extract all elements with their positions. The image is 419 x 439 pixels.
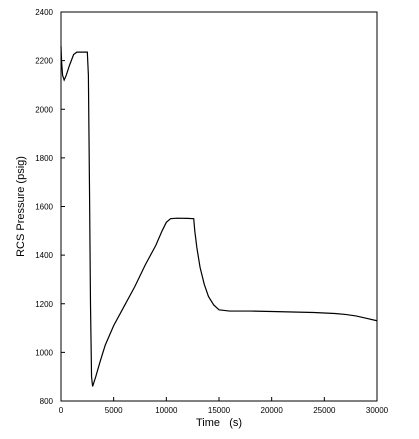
y-tick-label: 800 [40,397,54,406]
y-tick-label: 2200 [35,57,53,66]
y-tick-label: 1000 [35,348,53,357]
x-axis-title: Time (s) [196,417,242,429]
y-tick-label: 2000 [35,105,53,114]
x-tick-label: 15000 [208,406,231,415]
x-tick-label: 25000 [313,406,336,415]
y-tick-label: 1200 [35,300,53,309]
x-tick-label: 20000 [261,406,284,415]
y-axis-title: RCS Pressure (psig) [15,156,27,257]
x-tick-label: 5000 [105,406,123,415]
pressure-series-line [60,46,378,387]
x-axis-ticks: 0 5000 10000 15000 20000 25000 30000 [59,397,389,415]
x-tick-label: 30000 [366,406,389,415]
x-tick-label: 0 [59,406,64,415]
y-tick-label: 1600 [35,203,53,212]
y-axis-ticks: 800 1000 1200 1400 1600 1800 2000 2200 2400 [35,8,65,406]
x-tick-label: 10000 [155,406,178,415]
y-tick-label: 1400 [35,251,53,260]
y-tick-label: 2400 [35,8,53,17]
y-tick-label: 1800 [35,154,53,163]
